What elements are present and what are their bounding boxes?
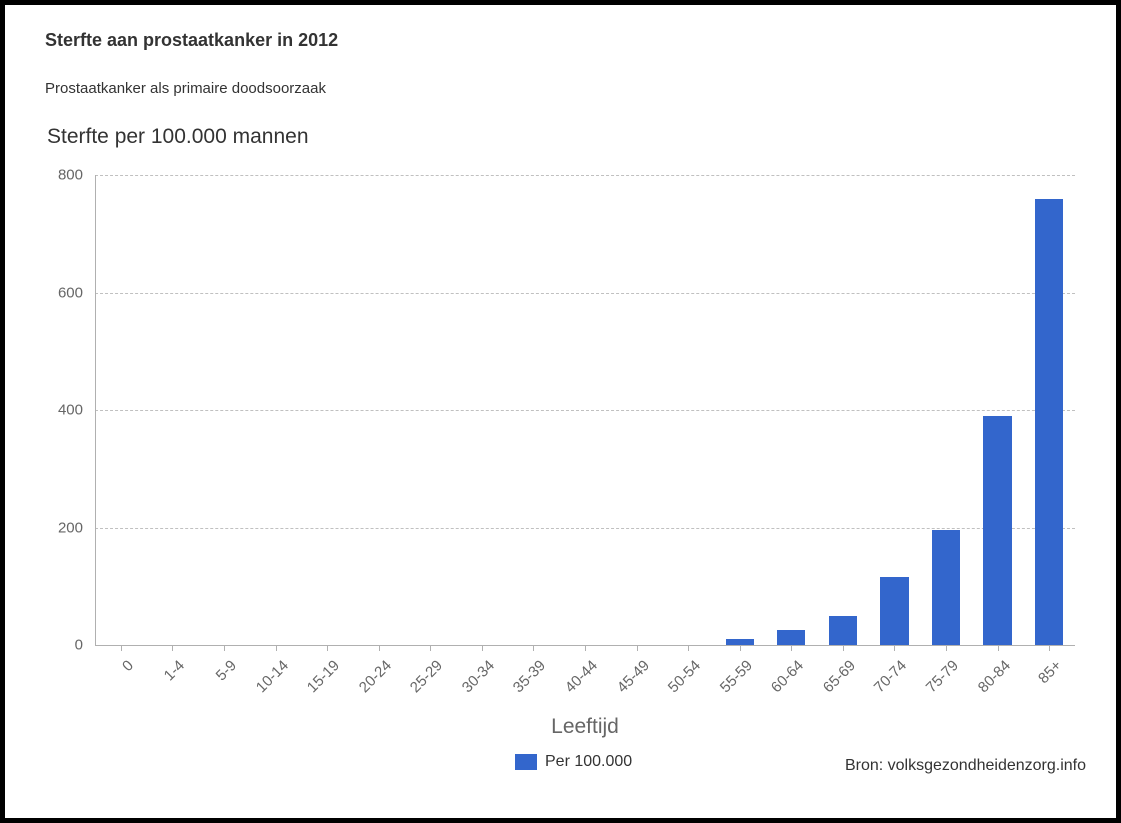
xtick-label: 30-34 (459, 657, 498, 696)
xtick-mark (224, 645, 225, 651)
xtick-label: 65-69 (820, 657, 859, 696)
xtick-mark (637, 645, 638, 651)
gridline (95, 293, 1075, 294)
xtick-mark (894, 645, 895, 651)
source-text: Bron: volksgezondheidenzorg.info (845, 757, 1086, 775)
xtick-mark (430, 645, 431, 651)
chart-title: Sterfte aan prostaatkanker in 2012 (45, 30, 338, 51)
xtick-label: 85+ (1035, 657, 1065, 687)
xtick-mark (379, 645, 380, 651)
xtick-mark (482, 645, 483, 651)
xtick-mark (791, 645, 792, 651)
xtick-mark (172, 645, 173, 651)
xtick-label: 50-54 (665, 657, 704, 696)
xtick-label: 55-59 (717, 657, 756, 696)
gridline (95, 528, 1075, 529)
xtick-label: 15-19 (304, 657, 343, 696)
gridline (95, 175, 1075, 176)
ytick-label: 600 (5, 284, 83, 301)
xtick-label: 60-64 (768, 657, 807, 696)
bar (829, 616, 857, 645)
xaxis-title: Leeftijd (551, 715, 619, 739)
chart-frame: Sterfte aan prostaatkanker in 2012 Prost… (0, 0, 1121, 823)
xtick-label: 5-9 (213, 657, 240, 684)
bar (880, 577, 908, 645)
xtick-label: 0 (119, 657, 137, 675)
legend: Per 100.000 (515, 753, 632, 771)
xtick-mark (688, 645, 689, 651)
y-axis-line (95, 175, 96, 645)
ytick-label: 0 (5, 637, 83, 654)
legend-label: Per 100.000 (545, 753, 632, 771)
xtick-mark (843, 645, 844, 651)
source-value: volksgezondheidenzorg.info (888, 757, 1086, 774)
xtick-mark (585, 645, 586, 651)
bar (983, 416, 1011, 645)
xtick-label: 25-29 (407, 657, 446, 696)
source-prefix: Bron: (845, 757, 888, 774)
xtick-mark (998, 645, 999, 651)
xtick-label: 40-44 (562, 657, 601, 696)
xtick-label: 20-24 (356, 657, 395, 696)
xtick-mark (533, 645, 534, 651)
yaxis-title: Sterfte per 100.000 mannen (47, 125, 309, 149)
chart-subtitle: Prostaatkanker als primaire doodsoorzaak (45, 80, 326, 97)
xtick-mark (121, 645, 122, 651)
xtick-mark (276, 645, 277, 651)
gridline (95, 410, 1075, 411)
ytick-label: 200 (5, 519, 83, 536)
bar (932, 530, 960, 645)
bar (1035, 199, 1063, 646)
legend-swatch (515, 754, 537, 770)
bar (777, 630, 805, 645)
xtick-mark (740, 645, 741, 651)
ytick-label: 400 (5, 402, 83, 419)
xtick-label: 35-39 (510, 657, 549, 696)
xtick-label: 75-79 (923, 657, 962, 696)
xtick-mark (946, 645, 947, 651)
xtick-mark (1049, 645, 1050, 651)
xtick-label: 10-14 (252, 657, 291, 696)
xtick-label: 45-49 (613, 657, 652, 696)
ytick-label: 800 (5, 167, 83, 184)
xtick-label: 70-74 (871, 657, 910, 696)
xtick-mark (327, 645, 328, 651)
xtick-label: 1-4 (161, 657, 188, 684)
xtick-label: 80-84 (974, 657, 1013, 696)
